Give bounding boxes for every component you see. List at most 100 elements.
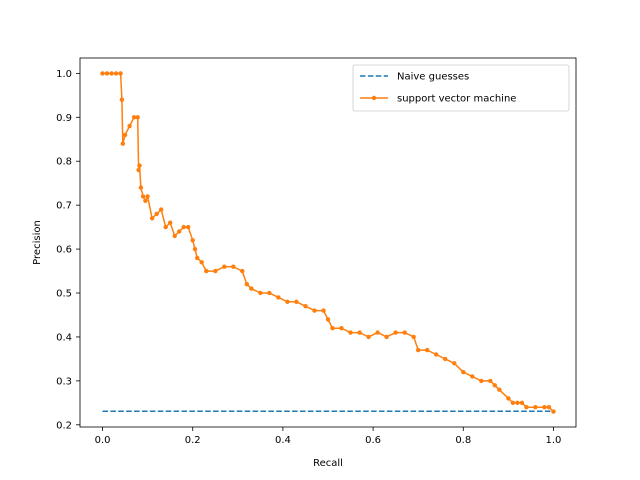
x-tick-label: 1.0 — [546, 435, 562, 446]
data-point — [149, 216, 155, 221]
data-point — [321, 308, 326, 313]
x-tick-label: 0.6 — [365, 435, 381, 446]
data-point — [375, 330, 380, 335]
data-point — [195, 255, 200, 261]
y-tick-label: 0.8 — [56, 157, 72, 168]
data-point — [199, 260, 204, 265]
plot-area — [100, 71, 556, 414]
data-point — [312, 308, 317, 313]
data-point — [168, 220, 173, 225]
data-point — [551, 409, 556, 414]
axes-frame — [79, 57, 577, 428]
y-tick-label: 1.0 — [56, 69, 72, 80]
y-tick-label: 0.7 — [56, 201, 72, 212]
data-point — [470, 374, 475, 379]
data-point — [190, 238, 195, 243]
data-point — [100, 71, 105, 76]
legend-label-0: Naive guesses — [397, 72, 469, 83]
data-point — [519, 400, 525, 405]
data-point — [186, 224, 191, 230]
data-point — [384, 334, 389, 340]
data-point — [402, 330, 407, 335]
y-tick-label: 0.4 — [56, 332, 72, 343]
data-point — [127, 123, 132, 129]
data-point — [479, 378, 484, 384]
data-point — [542, 405, 547, 410]
data-point — [443, 356, 448, 362]
data-point — [154, 211, 159, 217]
data-point — [434, 352, 439, 357]
y-tick-label: 0.5 — [56, 289, 72, 300]
data-point — [192, 246, 198, 252]
x-tick-label: 0.4 — [275, 435, 291, 446]
data-point — [366, 334, 371, 340]
data-point — [120, 141, 126, 146]
x-axis-label: Recall — [313, 458, 343, 469]
legend-box — [352, 64, 570, 112]
data-point — [136, 167, 141, 173]
data-point — [177, 229, 182, 234]
data-point — [143, 198, 148, 203]
data-point — [492, 383, 497, 388]
data-point — [515, 400, 520, 405]
data-point — [533, 405, 538, 410]
data-point — [131, 115, 137, 120]
data-point — [258, 290, 263, 296]
data-point — [425, 347, 430, 353]
data-point — [172, 233, 177, 239]
data-point — [325, 317, 331, 322]
y-tick-label: 0.6 — [56, 245, 72, 256]
data-point — [109, 71, 114, 76]
x-tick-label: 0.8 — [455, 435, 471, 446]
y-tick-label: 0.2 — [56, 420, 72, 431]
data-point — [510, 400, 516, 405]
data-point — [276, 295, 281, 300]
data-point — [137, 163, 142, 168]
data-point — [213, 268, 218, 274]
data-point — [267, 290, 272, 296]
data-point — [303, 304, 308, 309]
data-point — [488, 378, 493, 384]
data-point — [452, 361, 457, 366]
data-point — [416, 347, 421, 353]
legend-marker — [371, 95, 377, 101]
series-line-1 — [102, 72, 555, 413]
data-point — [357, 330, 362, 335]
data-point — [113, 71, 119, 76]
data-point — [285, 299, 290, 304]
data-point — [393, 330, 398, 335]
x-tick-label: 0.0 — [95, 435, 111, 446]
y-tick-label: 0.3 — [56, 376, 72, 387]
data-point — [159, 207, 164, 212]
data-point — [244, 282, 249, 287]
data-point — [140, 194, 146, 199]
legend: Naive guesses support vector machine — [352, 64, 570, 112]
axes: 0.0 0.2 0.4 0.6 0.8 1.0 0.2 0.3 0.4 0.5 0.6 0.7 0.8 0… — [56, 57, 577, 446]
data-point — [461, 369, 466, 375]
x-tick-label: 0.2 — [185, 435, 201, 446]
data-point — [163, 224, 168, 230]
data-point — [231, 264, 236, 269]
data-point — [294, 299, 299, 304]
data-point — [222, 264, 227, 269]
data-point — [249, 286, 254, 291]
data-point — [497, 387, 502, 392]
data-point — [122, 132, 128, 138]
data-point — [181, 224, 186, 230]
data-point — [546, 405, 552, 410]
data-point — [506, 396, 511, 401]
data-point — [330, 326, 335, 331]
y-tick-label: 0.9 — [56, 113, 72, 124]
data-point — [118, 71, 123, 76]
y-axis-label: Precision — [32, 220, 43, 265]
data-point — [240, 268, 245, 274]
data-point — [135, 115, 140, 120]
legend-label-1: support vector machine — [397, 94, 516, 105]
data-point — [145, 194, 150, 199]
data-point — [138, 185, 144, 190]
data-point — [411, 334, 416, 340]
data-point — [104, 71, 110, 76]
data-point — [339, 326, 344, 331]
data-point — [119, 97, 125, 102]
